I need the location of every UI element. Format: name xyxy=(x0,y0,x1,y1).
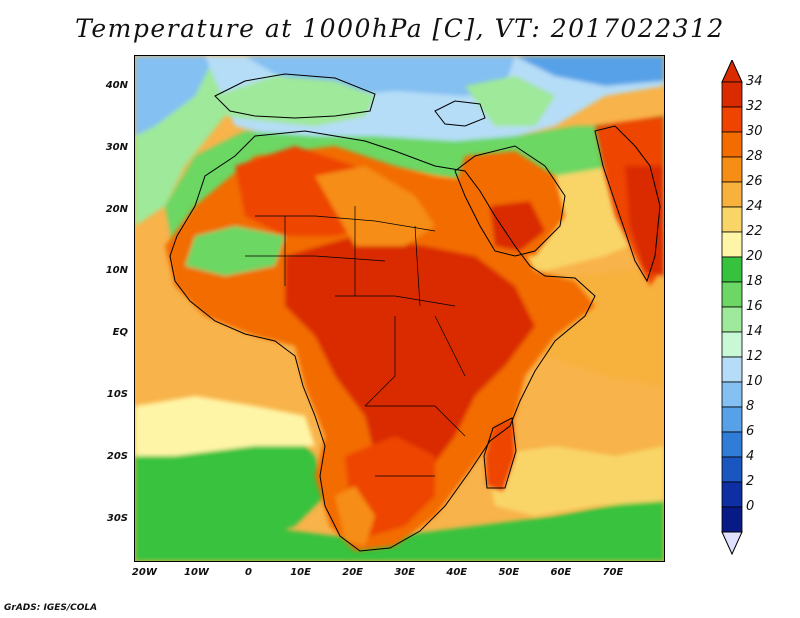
lat-tick-label: 20N xyxy=(105,203,128,215)
colorbar-segment xyxy=(721,156,743,183)
arabia-hot xyxy=(490,201,545,251)
colorbar-segment xyxy=(721,106,743,133)
west-sahara-cool xyxy=(185,226,285,276)
colorbar-tick-label: 14 xyxy=(746,324,763,339)
arabia-coastline xyxy=(454,145,566,257)
credit-text: GrADS: IGES/COLA xyxy=(4,603,98,613)
madagascar-coastline xyxy=(483,417,517,489)
colorbar-tick-label: 0 xyxy=(746,499,755,514)
temperature-map xyxy=(134,55,665,562)
colorbar-under-arrow xyxy=(721,531,743,556)
lon-tick-label: 20W xyxy=(131,567,157,578)
india-hot xyxy=(625,166,664,276)
lat-tick-label: 10N xyxy=(105,265,128,277)
colorbar-segment xyxy=(721,306,743,333)
colorbar-tick-label: 8 xyxy=(746,399,755,414)
lon-tick-label: 20E xyxy=(342,567,364,578)
colorbar-segment xyxy=(721,456,743,483)
lon-tick-label: 70E xyxy=(602,567,624,578)
indian-ocean-south-mild xyxy=(485,446,664,516)
namibia-warm xyxy=(335,486,375,546)
lat-tick-label: 30N xyxy=(105,141,128,153)
colorbar-tick-label: 32 xyxy=(746,99,763,114)
colorbar-segment xyxy=(721,431,743,458)
iberia-coastline xyxy=(214,73,376,119)
colorbar-segment xyxy=(721,131,743,158)
colorbar-segment xyxy=(721,506,743,533)
italy-balkans-coast xyxy=(434,100,486,127)
colorbar-tick-label: 18 xyxy=(746,274,763,289)
colorbar-segment xyxy=(721,381,743,408)
southern-ocean-cool xyxy=(135,496,664,561)
colorbar-tick-label: 34 xyxy=(746,74,763,89)
colorbar-segment xyxy=(721,81,743,108)
colorbar-tick-label: 2 xyxy=(746,474,755,489)
colorbar-tick-label: 6 xyxy=(746,424,755,439)
lon-tick-label: 60E xyxy=(550,567,572,578)
lat-tick-label: 10S xyxy=(106,389,128,401)
atlantic-north-cold xyxy=(135,56,215,136)
colorbar-segment xyxy=(721,206,743,233)
colorbar-segment xyxy=(721,281,743,308)
lat-tick-label: EQ xyxy=(112,327,128,339)
colorbar-tick-label: 24 xyxy=(746,199,763,214)
india-coastline xyxy=(594,125,661,283)
asia-cold xyxy=(515,56,664,86)
lon-tick-label: 50E xyxy=(498,567,520,578)
colorbar-tick-label: 26 xyxy=(746,174,763,189)
colorbar-over-arrow xyxy=(721,60,743,83)
lon-tick-label: 10E xyxy=(290,567,311,578)
lat-tick-label: 40N xyxy=(105,79,128,91)
colorbar-tick-label: 30 xyxy=(746,124,763,139)
lon-tick-label: 30E xyxy=(394,567,416,578)
colorbar-tick-label: 10 xyxy=(746,374,763,389)
africa-hot-core xyxy=(285,236,535,486)
colorbar-segment xyxy=(721,481,743,508)
lon-tick-label: 10W xyxy=(183,567,209,578)
lat-tick-label: 20S xyxy=(106,450,128,462)
south-atlantic-mild xyxy=(135,396,315,456)
colorbar-segment xyxy=(721,256,743,283)
colorbar xyxy=(721,60,743,556)
colorbar-tick-label: 22 xyxy=(746,224,763,239)
country-borders xyxy=(245,206,466,477)
colorbar-segment xyxy=(721,231,743,258)
colorbar-segment xyxy=(721,181,743,208)
lat-tick-label: 30S xyxy=(106,512,128,524)
colorbar-segment xyxy=(721,331,743,358)
map-canvas xyxy=(135,56,664,561)
coastlines xyxy=(169,73,661,552)
colorbar-tick-label: 28 xyxy=(746,149,763,164)
iberia-land xyxy=(215,76,375,126)
map-title: Temperature at 1000hPa [C], VT: 20170223… xyxy=(75,14,725,43)
lon-tick-label: 40E xyxy=(446,567,468,578)
africa-coastline xyxy=(169,130,596,552)
colorbar-segment xyxy=(721,356,743,383)
anatolia-land xyxy=(465,76,555,126)
colorbar-tick-label: 16 xyxy=(746,299,763,314)
lon-tick-label: 0 xyxy=(245,567,252,578)
colorbar-tick-label: 4 xyxy=(746,449,755,464)
colorbar-tick-label: 12 xyxy=(746,349,763,364)
madagascar-land xyxy=(485,418,515,491)
colorbar-tick-label: 20 xyxy=(746,249,763,264)
colorbar-segment xyxy=(721,406,743,433)
